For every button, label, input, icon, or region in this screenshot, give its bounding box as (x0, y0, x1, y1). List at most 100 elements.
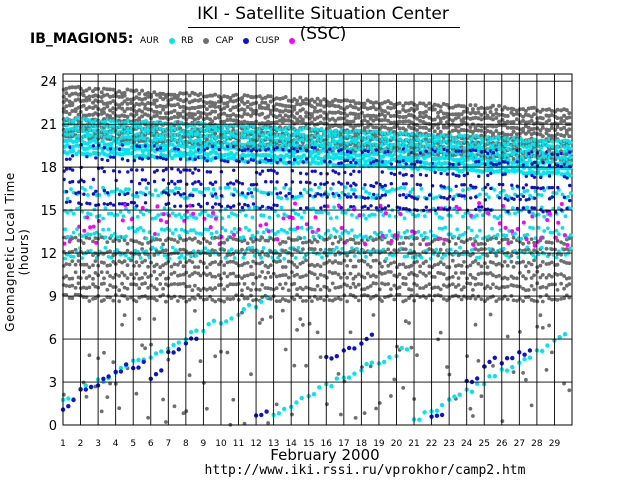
dot-rb (476, 242, 481, 247)
dot-rb (304, 299, 308, 303)
dot-aur (260, 152, 266, 158)
dot-aur (115, 235, 120, 240)
dot-aur (88, 139, 93, 144)
dot-rb (353, 112, 358, 117)
dot-aur (109, 233, 114, 238)
dot-cap (407, 193, 411, 198)
dot-aur (255, 188, 260, 193)
dot-aur (415, 166, 420, 172)
dot-cap (337, 172, 341, 176)
dot-rb (538, 275, 543, 280)
dot-rb (511, 107, 516, 112)
dot-rb (286, 118, 291, 123)
dot-cap (272, 169, 276, 173)
dot-aur (185, 196, 190, 200)
dot-rb (418, 101, 423, 106)
dot-cusp (454, 204, 459, 209)
dot-rb (502, 237, 507, 242)
dot-rb (81, 380, 86, 385)
dot-rb (266, 106, 271, 111)
legend-item-cap: CAP (215, 36, 250, 46)
dot-aur (170, 231, 175, 236)
dot-aur (302, 187, 307, 192)
dot-rb (169, 296, 174, 301)
dot-rb (509, 132, 514, 137)
dot-rb (87, 105, 92, 110)
dot-rb (514, 132, 519, 137)
dot-rb (283, 273, 288, 277)
dot-rb (374, 114, 379, 119)
dot-aur (452, 234, 457, 239)
dot-cap (424, 149, 428, 154)
dot-rb (459, 263, 464, 268)
dot-cap (143, 178, 148, 182)
dot-rb (192, 106, 197, 110)
dot-aur (178, 150, 184, 156)
dot-rb (386, 247, 391, 252)
dot-rb (208, 253, 213, 257)
dot-rb (295, 111, 300, 116)
dot-rb (389, 287, 393, 292)
dot-rb (304, 101, 309, 106)
dot-cap (68, 145, 72, 149)
dot-cap (266, 205, 271, 210)
dot-aur (343, 210, 348, 215)
dot-rb (295, 248, 299, 253)
dot-rb (345, 299, 349, 304)
dot-rb (491, 117, 495, 122)
dot-rb (479, 264, 484, 269)
dot-aur (109, 211, 114, 216)
dot-cap (135, 204, 139, 208)
dot-rb (125, 276, 130, 280)
dot-rb (479, 117, 484, 122)
dot-rb (380, 108, 384, 113)
dot-cap (418, 151, 423, 155)
dot-rb (318, 108, 323, 113)
dot-cap (138, 156, 142, 160)
dot-aur (276, 195, 280, 200)
dot-aur (339, 151, 344, 156)
dot-aur (206, 249, 211, 253)
dot-aur (408, 190, 413, 194)
dot-aur (206, 227, 211, 232)
dot-rb (204, 116, 209, 120)
dot-aur (156, 193, 161, 198)
dot-rb (143, 102, 148, 107)
dot-aur (326, 228, 331, 233)
dot-rb (176, 299, 180, 303)
dot-rb (345, 275, 349, 280)
dot-rb (310, 247, 314, 251)
dot-rb (445, 120, 449, 125)
dot-cap (328, 147, 332, 151)
dot-aur (115, 187, 120, 192)
dot-rb (122, 259, 127, 264)
dot-cap (208, 170, 213, 174)
dot-aur (317, 210, 321, 215)
dot-cap (363, 196, 367, 200)
dot-rb (268, 99, 273, 104)
dot-rb (102, 276, 106, 281)
dot-rb (172, 270, 177, 275)
dot-rb (432, 102, 437, 107)
dot-rb (280, 265, 285, 269)
dot-aur (363, 152, 368, 158)
dot-rb (339, 261, 343, 266)
dot-cap (94, 156, 98, 160)
dot-rb (322, 97, 327, 102)
dot-cap (337, 161, 341, 166)
dot-rb (84, 286, 89, 291)
dot-cap (170, 167, 174, 171)
dot-rb (222, 240, 227, 245)
dot-rb (514, 108, 519, 113)
dot-rb (260, 111, 265, 116)
dot-cap (515, 184, 519, 188)
dot-rb (424, 109, 428, 114)
dot-cusp (281, 216, 286, 221)
dot-rb (453, 271, 458, 275)
dot-cap (240, 182, 245, 186)
dot-aur (177, 212, 182, 217)
dot-rb (87, 94, 92, 99)
dot-aur (304, 159, 310, 164)
dot-rb (286, 299, 291, 304)
dot-cusp (182, 218, 187, 223)
